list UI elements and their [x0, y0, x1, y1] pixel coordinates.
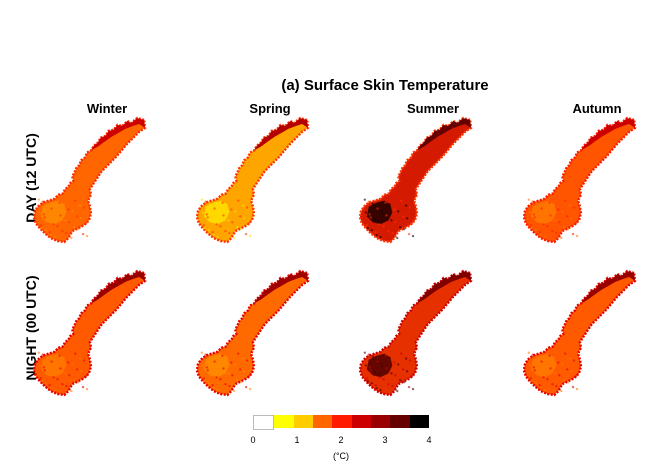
northern-coast-region [416, 118, 472, 151]
norway-shape [358, 269, 473, 397]
colorbar-segment [409, 415, 429, 428]
season-label-autumn: Autumn [572, 101, 622, 116]
map-panel-night-spring [192, 268, 310, 400]
colorbar-tick-label: 3 [382, 435, 388, 445]
season-label-winter: Winter [86, 101, 128, 116]
colorbar-unit: (°C) [332, 451, 350, 461]
colorbar-segment [351, 415, 371, 428]
norway-shape [522, 269, 637, 397]
norway-shape [32, 116, 147, 244]
northern-coast-region [416, 271, 472, 304]
colorbar-segment [274, 415, 294, 428]
colorbar-tick-label: 2 [338, 435, 344, 445]
map-panel-night-autumn [519, 268, 637, 400]
figure-title: (a) Surface Skin Temperature [281, 77, 489, 94]
northern-coast-region [253, 118, 309, 151]
norway-shape [522, 116, 637, 244]
northern-coast-region [580, 271, 636, 304]
map-panel-day-winter [29, 115, 147, 247]
season-label-spring: Spring [249, 101, 291, 116]
norway-shape [195, 116, 310, 244]
map-panel-night-summer [355, 268, 473, 400]
norway-shape [32, 269, 147, 397]
norway-shape [195, 269, 310, 397]
map-panel-day-spring [192, 115, 310, 247]
map-panel-night-winter [29, 268, 147, 400]
colorbar-segment [370, 415, 391, 428]
colorbar-tick-label: 4 [426, 435, 432, 445]
colorbar [253, 415, 429, 430]
colorbar-segment [312, 415, 333, 428]
colorbar-tick-label: 0 [250, 435, 256, 445]
northern-coast-region [580, 118, 636, 151]
colorbar-segment [293, 415, 313, 428]
northern-coast-region [90, 271, 146, 304]
colorbar-segment [253, 415, 275, 430]
map-panel-day-autumn [519, 115, 637, 247]
colorbar-segment [390, 415, 410, 428]
norway-shape [358, 116, 473, 244]
colorbar-segment [332, 415, 352, 428]
map-panel-day-summer [355, 115, 473, 247]
northern-coast-region [90, 118, 146, 151]
northern-coast-region [253, 271, 309, 304]
season-label-summer: Summer [406, 101, 460, 116]
colorbar-tick-label: 1 [294, 435, 300, 445]
